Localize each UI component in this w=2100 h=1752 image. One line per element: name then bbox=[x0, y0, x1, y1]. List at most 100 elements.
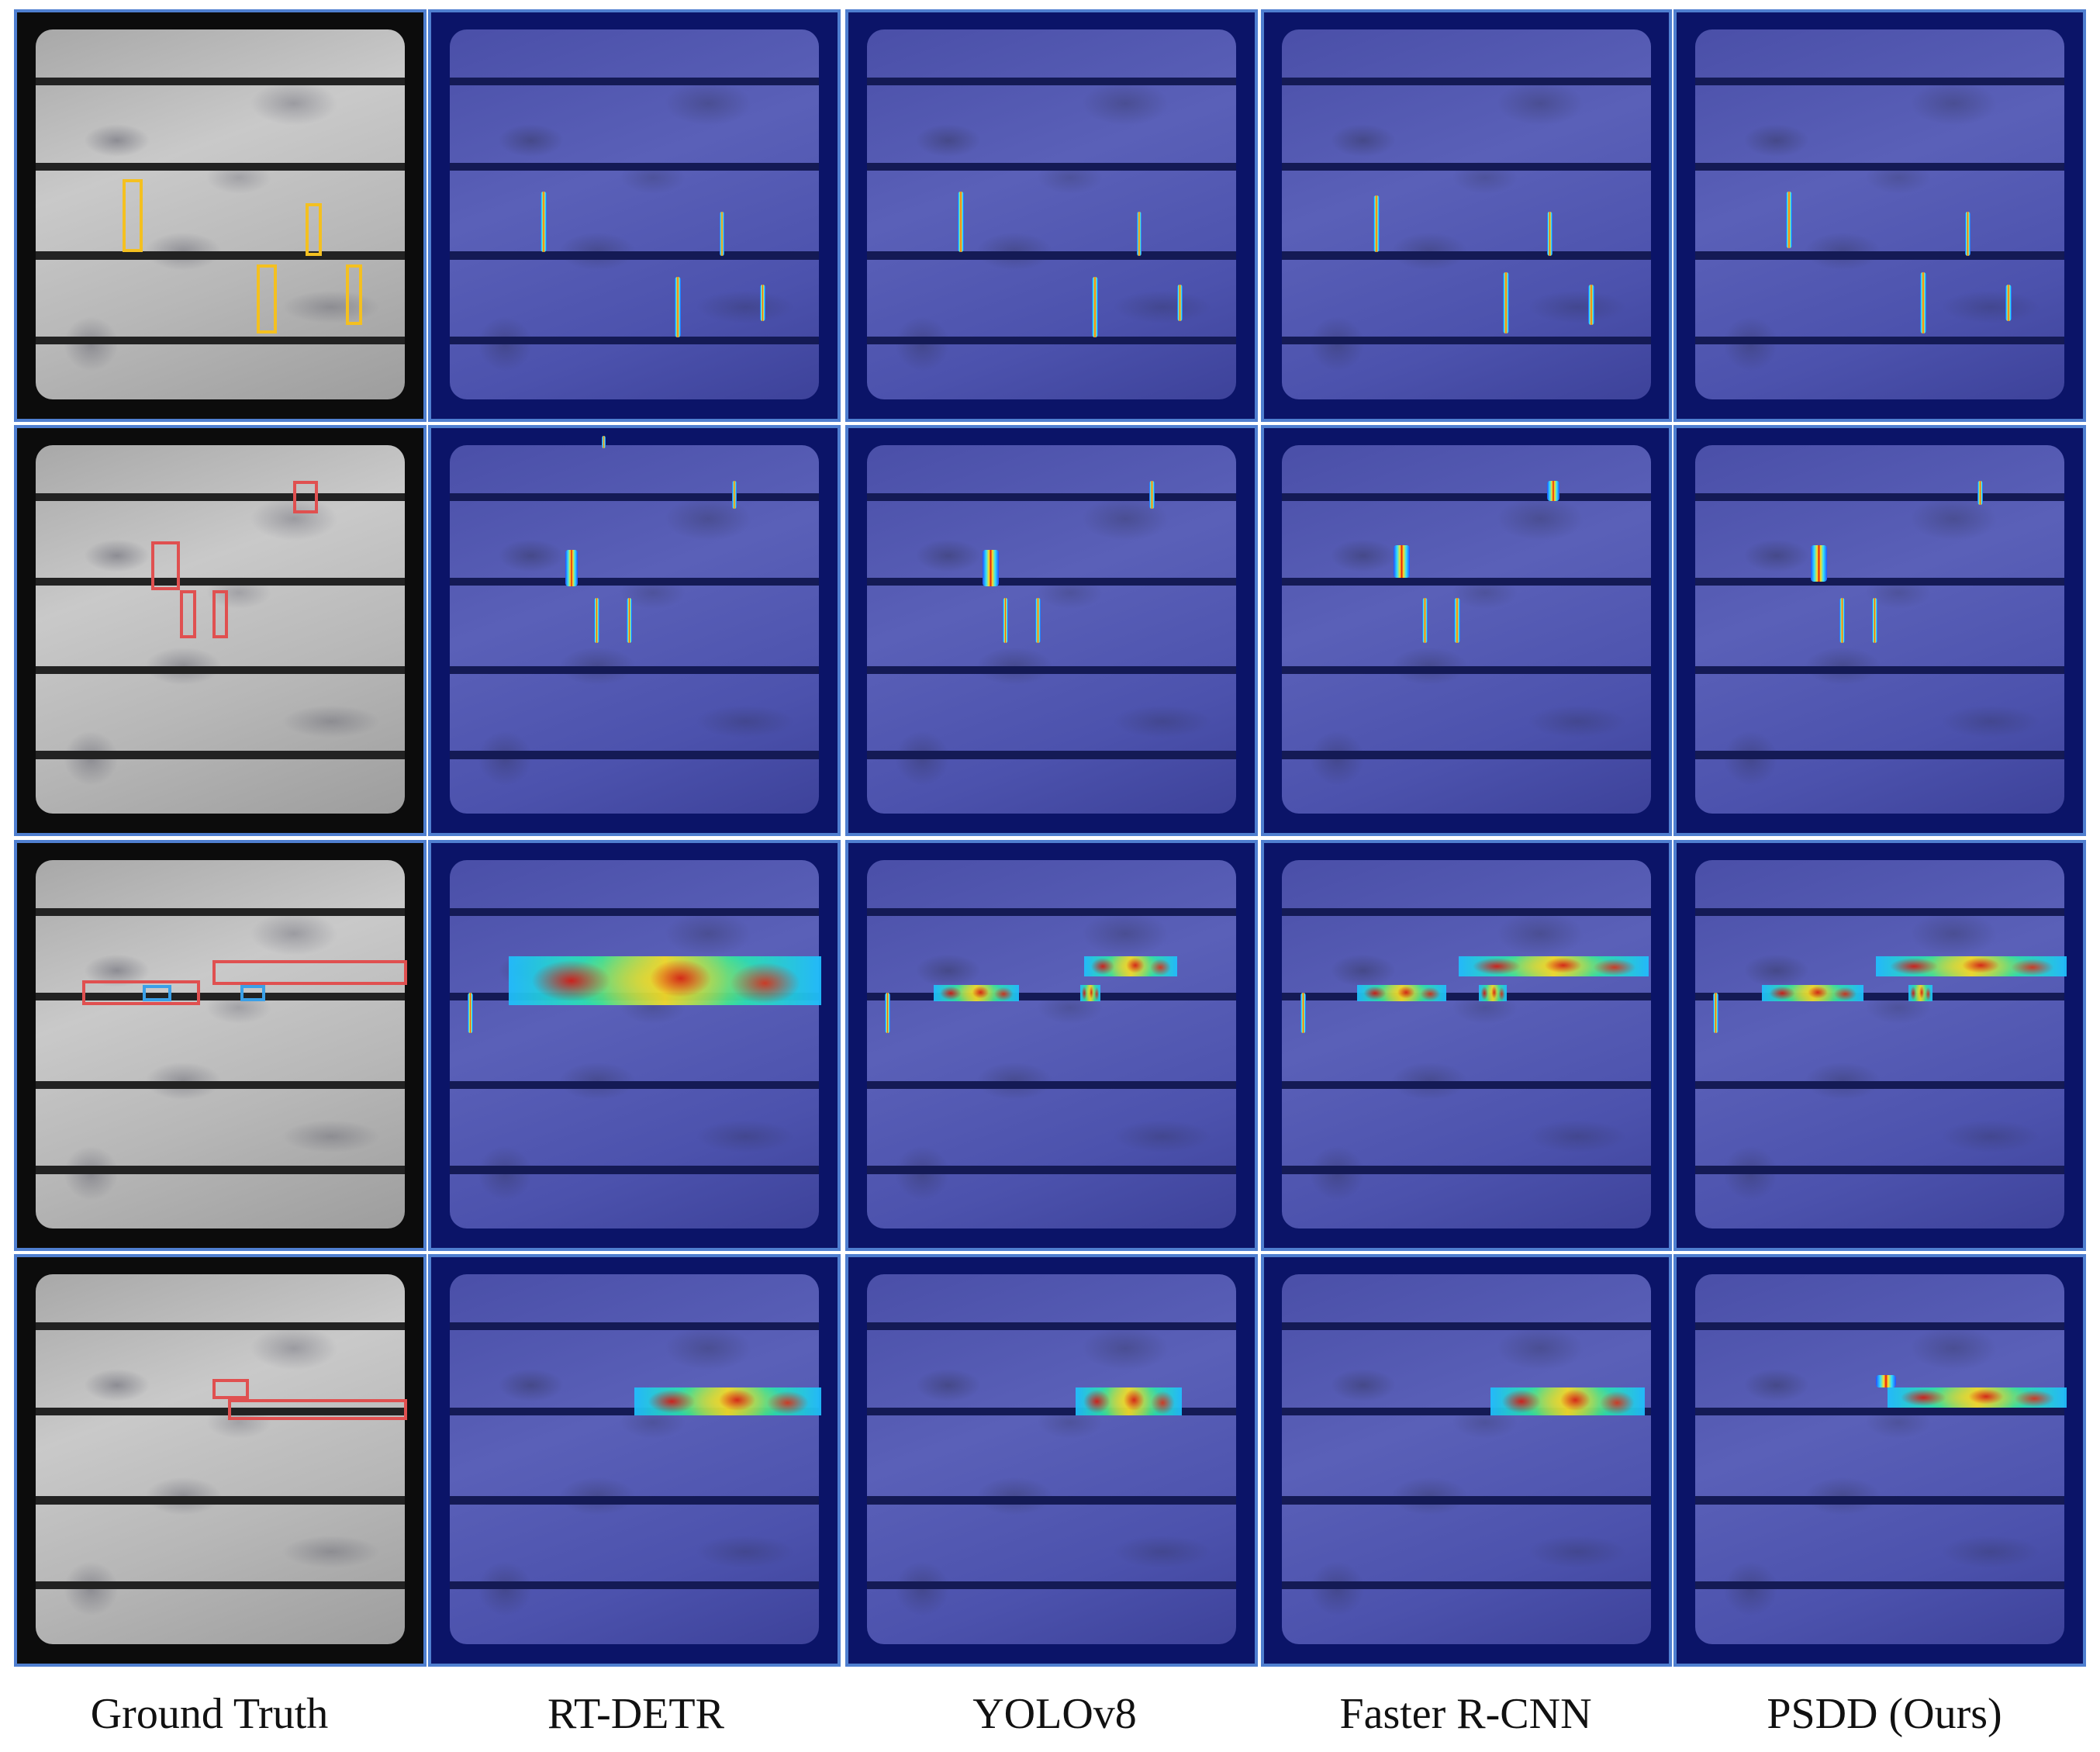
heatmap-crack-activation bbox=[720, 211, 725, 257]
heatmap-crack-activation bbox=[1786, 191, 1792, 248]
heatmap-crack-activation bbox=[1035, 598, 1041, 643]
busbar-line bbox=[866, 336, 1237, 345]
heatmap-crack-activation bbox=[1148, 480, 1155, 510]
busbar-line bbox=[866, 492, 1237, 502]
busbar-line bbox=[1282, 1496, 1651, 1505]
busbar-line bbox=[1694, 162, 2065, 171]
busbar-line bbox=[35, 1581, 406, 1590]
busbar-line bbox=[866, 1166, 1237, 1174]
panel-row-4-ground-truth bbox=[14, 1254, 427, 1667]
busbar-line bbox=[35, 162, 406, 171]
busbar-line bbox=[866, 1322, 1237, 1331]
panel-row-2-rt-detr bbox=[428, 425, 841, 836]
heatmap-crack-activation bbox=[1373, 195, 1380, 253]
heatmap-crack-activation bbox=[1977, 480, 1984, 506]
busbar-line bbox=[1694, 1080, 2065, 1090]
ground-truth-box bbox=[257, 264, 278, 333]
busbar-line bbox=[35, 1080, 406, 1090]
solar-cell-image bbox=[449, 1274, 820, 1644]
busbar-line bbox=[449, 751, 820, 759]
ground-truth-box bbox=[212, 960, 408, 985]
heatmap-crack-activation bbox=[593, 598, 599, 643]
heatmap-region-activation bbox=[1875, 956, 2067, 977]
busbar-line bbox=[35, 992, 406, 1001]
panel-row-2-psdd bbox=[1673, 425, 2086, 836]
heatmap-crack-activation bbox=[1547, 480, 1560, 501]
solar-cell-image bbox=[35, 1274, 406, 1644]
panel-row-4-faster-rcnn bbox=[1261, 1254, 1672, 1667]
column-label-psdd-ours: PSDD (Ours) bbox=[1767, 1690, 2002, 1738]
solar-cell-image bbox=[35, 444, 406, 814]
busbar-line bbox=[35, 77, 406, 86]
busbar-line bbox=[1694, 751, 2065, 759]
heatmap-crack-activation bbox=[1300, 993, 1307, 1034]
heatmap-crack-activation bbox=[541, 191, 547, 253]
panel-row-1-yolov8 bbox=[845, 9, 1258, 422]
busbar-line bbox=[449, 1496, 820, 1505]
busbar-line bbox=[35, 336, 406, 345]
heatmap-crack-activation bbox=[1394, 545, 1410, 579]
busbar-line bbox=[35, 751, 406, 759]
panel-row-1-rt-detr bbox=[428, 9, 841, 422]
busbar-line bbox=[866, 751, 1237, 759]
busbar-line bbox=[866, 251, 1237, 260]
busbar-line bbox=[1694, 1581, 2065, 1590]
busbar-line bbox=[1282, 162, 1651, 171]
busbar-line bbox=[449, 577, 820, 586]
ground-truth-box bbox=[143, 984, 172, 1001]
panel-row-2-yolov8 bbox=[845, 425, 1258, 836]
busbar-line bbox=[1282, 492, 1651, 502]
ground-truth-box bbox=[179, 589, 196, 639]
panel-row-1-psdd bbox=[1673, 9, 2086, 422]
heatmap-region-activation bbox=[1079, 984, 1100, 1001]
solar-cell-image bbox=[866, 444, 1237, 814]
busbar-line bbox=[866, 1581, 1237, 1590]
busbar-line bbox=[35, 1166, 406, 1174]
panel-row-1-faster-rcnn bbox=[1261, 9, 1672, 422]
busbar-line bbox=[1282, 1407, 1651, 1416]
solar-cell-image bbox=[866, 859, 1237, 1228]
panel-row-4-psdd bbox=[1673, 1254, 2086, 1667]
busbar-line bbox=[35, 907, 406, 917]
heatmap-crack-activation bbox=[760, 285, 765, 322]
panel-row-3-yolov8 bbox=[845, 840, 1258, 1251]
heatmap-crack-activation bbox=[1965, 211, 1971, 257]
ground-truth-box bbox=[346, 264, 363, 326]
heatmap-crack-activation bbox=[731, 480, 737, 510]
solar-cell-image bbox=[1282, 859, 1651, 1228]
heatmap-crack-activation bbox=[1810, 545, 1827, 582]
heatmap-crack-activation bbox=[2005, 285, 2012, 322]
heatmap-crack-activation bbox=[1502, 272, 1510, 333]
busbar-line bbox=[449, 251, 820, 260]
column-label-faster-rcnn: Faster R-CNN bbox=[1339, 1690, 1592, 1738]
solar-cell-image bbox=[1282, 444, 1651, 814]
heatmap-crack-activation bbox=[1003, 598, 1009, 643]
heatmap-crack-activation bbox=[1871, 598, 1877, 643]
solar-cell-image bbox=[449, 859, 820, 1228]
busbar-line bbox=[1694, 577, 2065, 586]
busbar-line bbox=[1694, 77, 2065, 86]
heatmap-region-activation bbox=[1888, 1387, 2067, 1408]
busbar-line bbox=[449, 1407, 820, 1416]
heatmap-crack-activation bbox=[1547, 211, 1553, 257]
ground-truth-box bbox=[306, 203, 322, 257]
ground-truth-box bbox=[81, 980, 200, 1005]
busbar-line bbox=[1694, 1166, 2065, 1174]
busbar-line bbox=[866, 665, 1237, 675]
ground-truth-box bbox=[212, 1379, 249, 1400]
heatmap-region-activation bbox=[1908, 984, 1933, 1001]
solar-cell-image bbox=[866, 29, 1237, 399]
busbar-line bbox=[1694, 1322, 2065, 1331]
heatmap-region-activation bbox=[1458, 956, 1649, 977]
heatmap-crack-activation bbox=[958, 191, 964, 253]
busbar-line bbox=[1282, 992, 1651, 1001]
busbar-line bbox=[1282, 251, 1651, 260]
busbar-line bbox=[866, 162, 1237, 171]
busbar-line bbox=[1282, 1322, 1651, 1331]
ground-truth-box bbox=[293, 480, 318, 513]
busbar-line bbox=[1694, 492, 2065, 502]
busbar-line bbox=[449, 1080, 820, 1090]
busbar-line bbox=[1282, 1080, 1651, 1090]
heatmap-crack-activation bbox=[1839, 598, 1845, 643]
